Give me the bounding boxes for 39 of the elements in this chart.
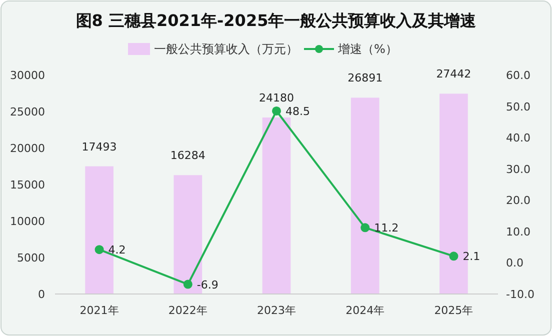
x-tick-label: 2021年 <box>80 304 119 317</box>
data-label: 2.1 <box>462 250 480 264</box>
y-tick-label: 20000 <box>10 142 45 155</box>
y-tick-label: 15000 <box>10 178 45 192</box>
y2-tick-label: -10.0 <box>506 288 534 301</box>
y-tick-label: 10000 <box>10 215 45 228</box>
y-tick-label: 0 <box>38 288 45 301</box>
point <box>360 223 370 232</box>
legend-label: 增速（%） <box>337 42 398 56</box>
y-tick-label: 25000 <box>10 106 45 118</box>
y2-tick-label: 10.0 <box>506 225 530 238</box>
y-tick-label: 5000 <box>17 252 45 264</box>
point <box>449 252 458 261</box>
x-tick-label: 2024年 <box>346 304 385 317</box>
data-label: 27442 <box>436 68 472 81</box>
x-tick-label: 2022年 <box>168 304 208 317</box>
x-tick-label: 2023年 <box>257 304 296 317</box>
y2-tick-label: 40.0 <box>506 132 530 145</box>
y2-tick-label: 60.0 <box>506 69 530 82</box>
data-label: 17493 <box>82 140 117 154</box>
data-label: 11.2 <box>374 222 399 235</box>
data-label: 4.2 <box>108 244 126 257</box>
data-label: 26891 <box>348 72 383 85</box>
y2-tick-label: 0.0 <box>506 256 524 270</box>
point <box>272 106 281 116</box>
data-label: 24180 <box>259 91 294 104</box>
point <box>183 280 192 289</box>
y2-tick-label: 30.0 <box>506 162 530 176</box>
y2-tick-label: 20.0 <box>506 194 530 208</box>
data-label: 16284 <box>170 149 206 162</box>
chart-title: 图8 三穗县2021年-2025年一般公共预算收入及其增速 <box>76 11 478 30</box>
point <box>94 245 104 254</box>
data-label: 48.5 <box>286 104 310 118</box>
data-label: -6.9 <box>196 278 218 292</box>
y-tick-label: 30000 <box>10 69 45 82</box>
bar <box>262 117 291 294</box>
y2-tick-label: 50.0 <box>506 100 530 114</box>
x-tick-label: 2025年 <box>434 304 474 317</box>
legend-label: 一般公共预算收入（万元） <box>154 42 298 56</box>
